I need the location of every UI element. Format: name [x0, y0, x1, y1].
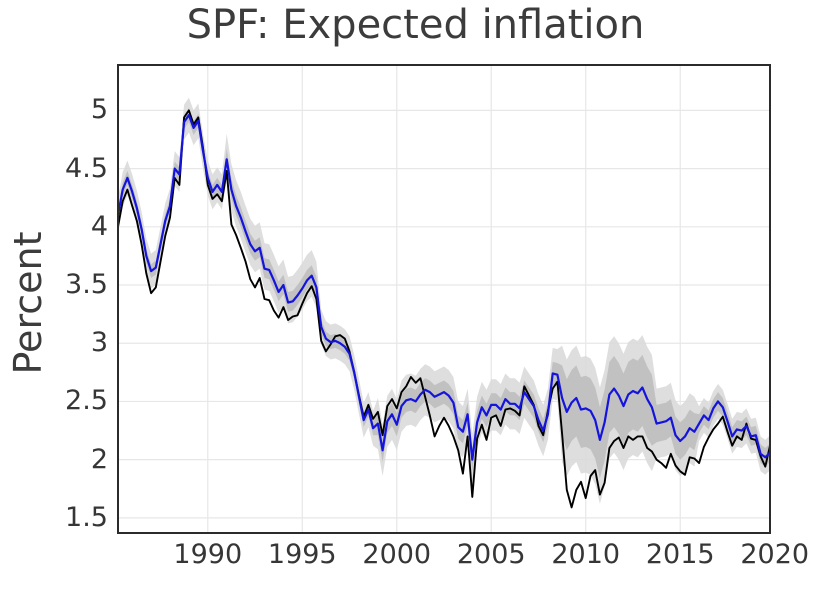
- y-tick-label: 4.5: [65, 152, 108, 184]
- x-tick-label: 2020: [740, 539, 810, 570]
- x-tick-label: 2015: [645, 539, 715, 570]
- x-tick-label: 2005: [456, 539, 526, 570]
- plot-frame: [117, 64, 771, 534]
- y-tick-label: 4: [90, 210, 108, 242]
- y-tick-label: 1.5: [65, 501, 108, 533]
- series-line-blue: [116, 114, 771, 461]
- y-tick-label: 3.5: [65, 269, 108, 301]
- y-tick-label: 3: [90, 327, 108, 359]
- confidence-band-outer: [118, 97, 770, 504]
- confidence-band-inner: [118, 108, 770, 479]
- y-tick-label: 2.5: [65, 385, 108, 417]
- chart-title: SPF: Expected inflation: [186, 2, 645, 48]
- y-tick-label: 2: [90, 443, 108, 475]
- x-tick-label: 2000: [362, 539, 432, 570]
- y-tick-label: 5: [90, 94, 108, 126]
- series-line-black: [117, 109, 771, 509]
- x-tick-label: 1990: [173, 539, 243, 570]
- x-tick-label: 1995: [267, 539, 337, 570]
- x-tick-label: 2010: [551, 539, 621, 570]
